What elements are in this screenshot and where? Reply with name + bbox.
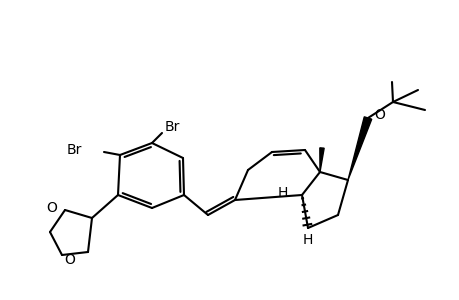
Polygon shape [319,148,324,172]
Text: H: H [277,186,287,200]
Polygon shape [347,117,371,180]
Text: O: O [64,253,75,267]
Text: Br: Br [165,120,180,134]
Text: O: O [46,201,57,215]
Text: Br: Br [67,143,82,157]
Text: H: H [302,233,313,247]
Text: O: O [373,108,384,122]
